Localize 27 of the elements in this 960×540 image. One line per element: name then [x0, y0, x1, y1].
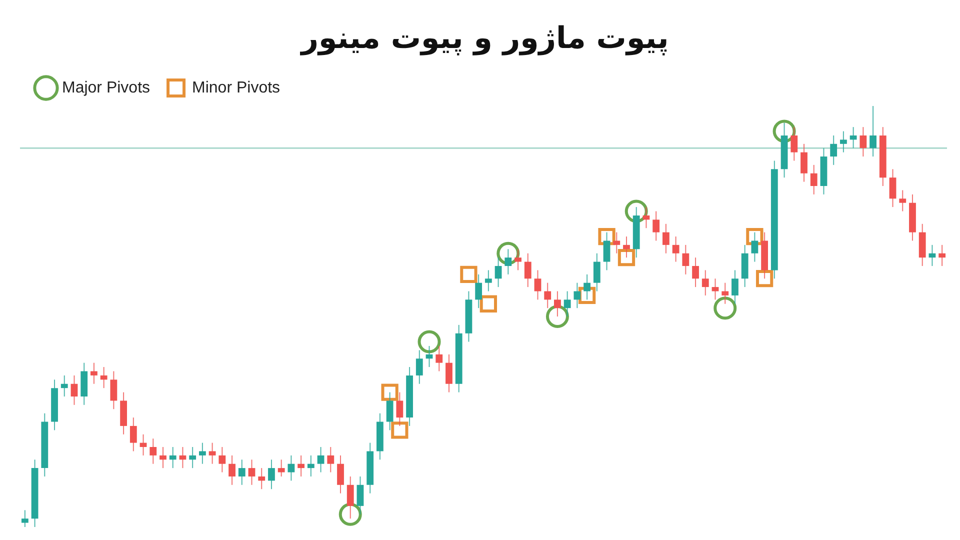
point — [598, 228, 616, 246]
candlestick — [722, 282, 729, 304]
candlestick — [613, 232, 620, 254]
point — [418, 330, 441, 354]
candlestick — [278, 459, 285, 477]
candlestick — [514, 248, 522, 271]
legend-label: Major Pivots — [62, 79, 150, 96]
point — [618, 248, 636, 266]
candlestick — [90, 362, 98, 384]
point — [546, 305, 569, 328]
candlestick — [840, 130, 847, 153]
candlestick — [899, 190, 906, 212]
point — [460, 266, 478, 283]
candlestick — [484, 270, 492, 292]
candlestick — [21, 510, 28, 528]
point — [381, 384, 398, 401]
candlestick — [208, 442, 216, 464]
point — [714, 296, 737, 320]
point — [578, 286, 596, 304]
chart-title: پیوت ماژور و پیوت مینور — [299, 20, 669, 56]
point — [480, 295, 497, 312]
point — [746, 228, 764, 246]
point — [338, 502, 362, 526]
candlestick — [198, 442, 206, 464]
point — [391, 422, 408, 439]
point — [756, 270, 774, 288]
legend-label: Minor Pivots — [192, 79, 280, 96]
